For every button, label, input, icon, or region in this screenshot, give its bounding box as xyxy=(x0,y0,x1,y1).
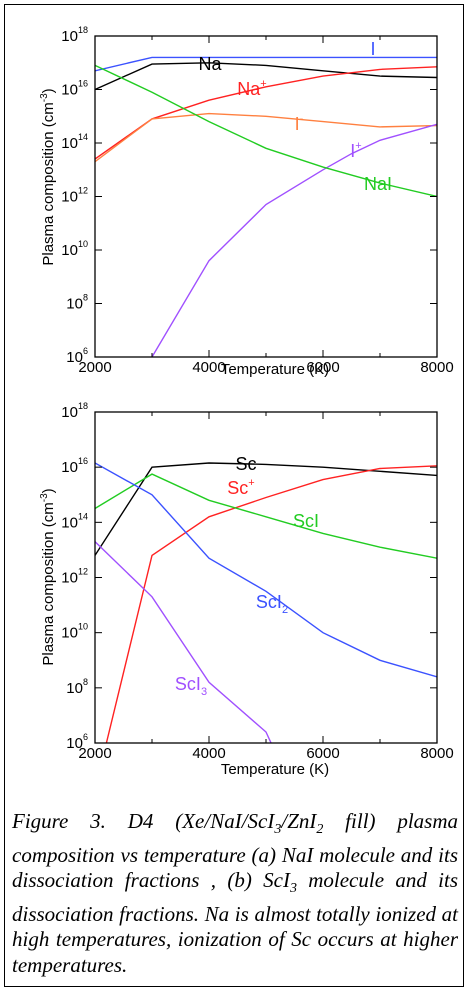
x-axis-title: Temperature (K) xyxy=(221,361,329,378)
y-tick-label: 1016 xyxy=(61,79,88,99)
series-label: I- xyxy=(295,113,304,134)
series-label: I xyxy=(370,39,375,59)
y-tick-label: 1016 xyxy=(61,456,88,476)
y-tick-label: 1018 xyxy=(61,401,88,421)
series-line-sci2 xyxy=(95,462,437,678)
series-line-sci xyxy=(95,473,437,559)
figure-frame xyxy=(4,4,464,987)
y-tick-label: 108 xyxy=(66,677,88,697)
x-tick-label: 4000 xyxy=(192,745,225,762)
chart-b-sci3: Plasma composition (cm-3) Temperature (K… xyxy=(39,401,454,778)
series-label: Na+ xyxy=(237,78,266,99)
figure-caption: Figure 3. D4 (Xe/NaI/ScI3/ZnI2 fill) pla… xyxy=(12,809,458,978)
x-tick-label: 6000 xyxy=(306,359,339,376)
y-axis-title: Plasma composition (cm-3) xyxy=(39,488,57,665)
y-tick-label: 1012 xyxy=(61,186,88,206)
series-label: Na xyxy=(198,54,222,74)
y-tick-label: 106 xyxy=(66,732,88,752)
y-tick-label: 1012 xyxy=(61,567,88,587)
series-label: NaI xyxy=(364,174,392,194)
caption-text: Figure 3. D4 (Xe/NaI/ScI3/ZnI2 fill) pla… xyxy=(12,809,458,977)
series-label: ScI2 xyxy=(256,592,288,616)
y-tick-label: 1010 xyxy=(61,239,88,259)
y-tick-label: 1014 xyxy=(61,511,88,531)
x-tick-label: 8000 xyxy=(420,359,453,376)
series-label: ScI3 xyxy=(175,674,207,698)
x-tick-label: 4000 xyxy=(192,359,225,376)
series-line-na xyxy=(95,62,437,91)
y-axis-title: Plasma composition (cm-3) xyxy=(39,88,57,265)
series-line-sc-minusplus xyxy=(105,465,437,743)
y-tick-label: 1014 xyxy=(61,132,88,152)
series-label: ScI xyxy=(293,511,319,531)
x-tick-label: 6000 xyxy=(306,745,339,762)
y-tick-label: 1018 xyxy=(61,25,88,45)
series-label: Sc xyxy=(235,454,256,474)
series-label: I+ xyxy=(350,140,361,161)
y-tick-label: 1010 xyxy=(61,622,88,642)
series-line-i xyxy=(95,56,437,72)
x-tick-label: 2000 xyxy=(78,745,111,762)
series-line-i-minusplus xyxy=(151,123,437,357)
series-line-i-minus xyxy=(95,112,437,163)
x-axis-title: Temperature (K) xyxy=(221,761,329,778)
series-label: Sc+ xyxy=(227,477,254,498)
y-tick-label: 108 xyxy=(66,293,88,313)
series-line-sci3 xyxy=(95,541,272,743)
series-line-nai xyxy=(95,64,437,198)
x-tick-label: 2000 xyxy=(78,359,111,376)
x-tick-label: 8000 xyxy=(420,745,453,762)
y-tick-label: 106 xyxy=(66,346,88,366)
series-line-sc xyxy=(95,462,437,556)
chart-a-nai: Plasma composition (cm-3) Temperature (K… xyxy=(39,25,454,378)
